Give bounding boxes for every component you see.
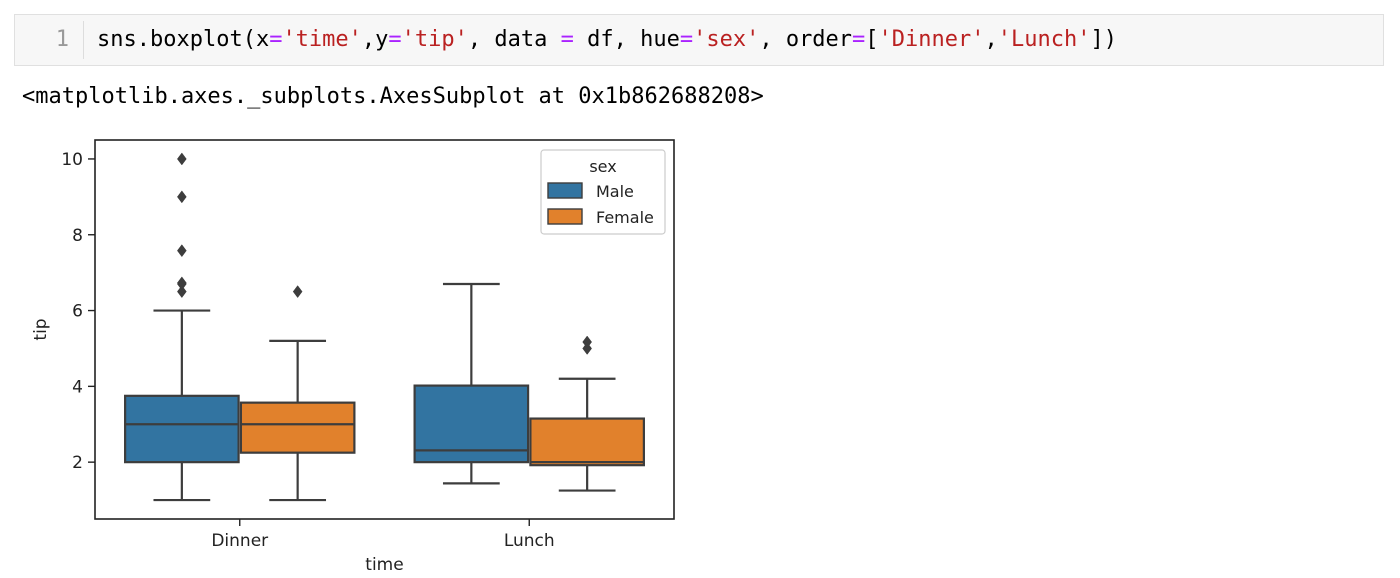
code-token: 'Lunch' <box>997 27 1091 52</box>
legend-swatch-female <box>547 208 583 225</box>
code-token: = <box>852 27 866 52</box>
code-token: = <box>679 27 694 52</box>
cell-output: <matplotlib.axes._subplots.AxesSubplot a… <box>22 84 764 109</box>
x-axis-label: time <box>365 555 403 575</box>
outlier-point <box>177 152 187 166</box>
code-token: , data <box>467 27 561 52</box>
outlier-point <box>582 342 592 355</box>
code-token: 'time' <box>282 27 362 52</box>
outlier-point <box>177 190 187 204</box>
y-tick-label: 6 <box>72 302 83 322</box>
code-token: = <box>269 27 283 52</box>
code-token: [ <box>865 27 879 52</box>
outlier-point <box>177 276 187 290</box>
code-token: 'tip' <box>401 27 468 52</box>
x-tick-label: Dinner <box>211 531 268 551</box>
outlier-point <box>177 244 187 258</box>
code-token: = <box>388 27 402 52</box>
code-cell[interactable]: 1 sns.boxplot(x='time',y='tip', data = d… <box>14 14 1384 66</box>
code-token: ]) <box>1090 27 1117 52</box>
code-token: df, hue <box>573 27 680 52</box>
gutter-divider <box>83 21 84 59</box>
box-female <box>529 417 645 467</box>
box-male <box>124 394 240 464</box>
code-token: , <box>984 27 998 52</box>
y-tick-label: 10 <box>61 150 83 170</box>
outlier-point <box>582 335 592 349</box>
y-tick-label: 2 <box>72 453 83 473</box>
legend-swatch-male <box>547 182 583 199</box>
code-line[interactable]: sns.boxplot(x='time',y='tip', data = df,… <box>97 15 1117 65</box>
code-token: , order <box>759 27 853 52</box>
legend-title: sex <box>589 157 616 176</box>
legend-label: Male <box>596 182 634 201</box>
code-token: 'Dinner' <box>878 27 985 52</box>
code-token: ,y <box>361 27 389 52</box>
code-token: 'sex' <box>693 27 760 52</box>
outlier-point <box>292 285 303 299</box>
y-tick-label: 4 <box>72 377 83 397</box>
code-token: = <box>560 27 574 52</box>
legend-label: Female <box>596 208 654 227</box>
y-axis-label: tip <box>31 318 51 340</box>
x-tick-label: Lunch <box>504 531 555 551</box>
outlier-point <box>177 285 187 299</box>
plot-frame <box>94 139 675 520</box>
y-tick-label: 8 <box>72 226 83 246</box>
line-number: 1 <box>55 27 69 52</box>
code-token: sns.boxplot(x <box>97 27 270 52</box>
box-female <box>239 401 356 454</box>
